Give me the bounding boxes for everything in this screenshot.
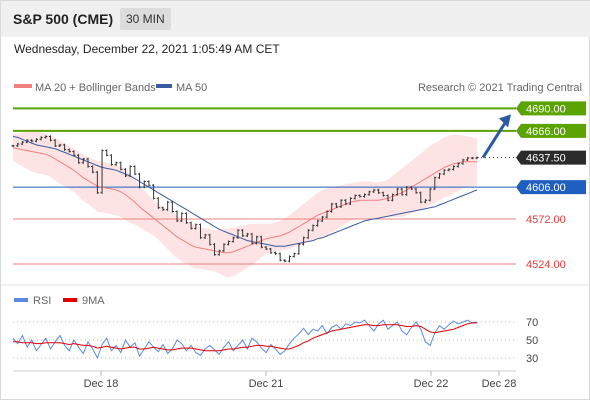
credit-text: Research © 2021 Trading Central — [418, 82, 582, 94]
level-tag-last-price — [516, 150, 586, 165]
x-tick-label: Dec 28 — [482, 378, 517, 390]
x-tick-label: Dec 22 — [414, 378, 449, 390]
level-label-resistance: 4690.00 — [526, 103, 566, 115]
x-tick-label: Dec 18 — [84, 378, 119, 390]
level-tag-resistance — [516, 101, 586, 116]
x-axis: Dec 18 Dec 21 Dec 22 Dec 28 — [84, 371, 517, 390]
rsi-tick-label: 30 — [526, 353, 538, 365]
timeframe-badge[interactable]: 30 MIN — [120, 8, 171, 30]
rsi-legend-label: RSI — [33, 295, 51, 307]
price-panel: 4690.00 4666.00 4637.50 4606.00 4572.00 4524.… — [11, 101, 586, 278]
instrument-title: S&P 500 (CME) — [13, 11, 114, 27]
rsi-tick-label: 50 — [526, 335, 538, 347]
level-label-support: 4524.00 — [526, 259, 566, 271]
x-tick-label: Dec 21 — [249, 378, 284, 390]
ma9-legend-label: 9MA — [82, 295, 105, 307]
rsi-ma-line — [13, 322, 477, 352]
rsi-legend-swatch — [14, 298, 28, 302]
rsi-panel: 70 50 30 — [12, 317, 538, 365]
level-label-support: 4572.00 — [526, 214, 566, 226]
forecast-arrow-head — [499, 114, 511, 128]
ma20-line — [12, 147, 477, 254]
forecast-arrow-shaft — [481, 120, 508, 159]
ma20-legend-label: MA 20 + Bollinger Bands — [35, 82, 156, 94]
bollinger-band-area — [13, 131, 477, 278]
header-bar: S&P 500 (CME) 30 MIN — [1, 1, 590, 37]
ma20-legend-swatch — [14, 84, 32, 88]
ma50-legend-swatch — [156, 84, 172, 88]
ma50-line — [12, 136, 478, 247]
rsi-line — [12, 319, 478, 360]
timestamp: Wednesday, December 22, 2021 1:05:49 AM … — [14, 42, 280, 56]
rsi-tick-label: 70 — [526, 317, 538, 329]
level-label-resistance: 4666.00 — [526, 126, 566, 138]
level-label-last-price: 4637.50 — [526, 153, 566, 165]
level-tag-resistance — [516, 123, 586, 138]
ma50-legend-label: MA 50 — [176, 82, 207, 94]
ma9-legend-swatch — [63, 298, 77, 302]
level-label-pivot: 4606.00 — [526, 182, 566, 194]
level-tag-pivot — [516, 180, 586, 195]
